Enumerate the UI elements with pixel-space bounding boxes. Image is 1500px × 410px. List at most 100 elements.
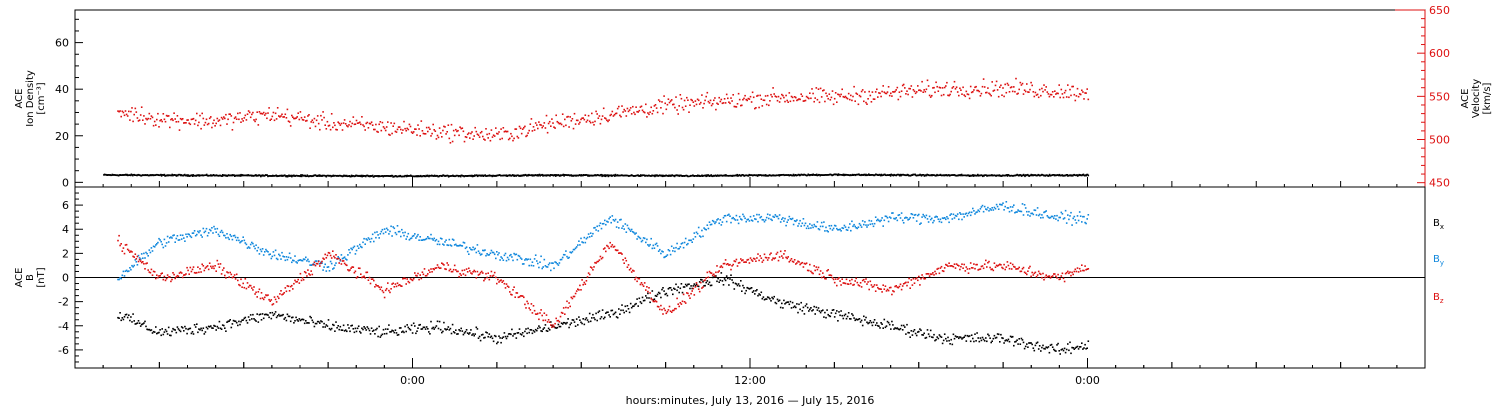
data-point — [417, 124, 419, 126]
data-point — [750, 287, 753, 289]
data-point — [756, 257, 758, 259]
data-point — [942, 339, 945, 342]
data-point — [201, 263, 203, 266]
data-point — [996, 89, 999, 91]
data-point — [598, 259, 601, 261]
data-point — [447, 244, 450, 247]
data-point — [228, 238, 230, 241]
data-point — [674, 250, 676, 253]
data-point — [913, 329, 916, 331]
data-point — [1022, 214, 1025, 216]
data-point — [608, 314, 610, 316]
data-point — [690, 239, 692, 242]
data-point — [958, 94, 960, 97]
data-point — [281, 251, 283, 254]
data-point — [1032, 347, 1035, 349]
data-point — [828, 315, 831, 317]
data-point — [898, 174, 901, 177]
data-point — [181, 234, 184, 237]
data-point — [966, 214, 969, 217]
data-point — [948, 221, 950, 224]
data-point — [914, 332, 917, 335]
data-point — [446, 328, 448, 330]
data-point — [524, 125, 526, 128]
data-point — [622, 259, 624, 261]
data-point — [156, 118, 158, 121]
data-point — [791, 301, 794, 304]
data-point — [1058, 84, 1060, 86]
data-point — [334, 264, 336, 267]
data-point — [854, 100, 856, 102]
data-point — [519, 333, 522, 335]
data-point — [892, 174, 895, 177]
data-point — [311, 264, 314, 266]
data-point — [483, 337, 485, 339]
data-point — [604, 219, 606, 222]
data-point — [748, 262, 751, 264]
data-point — [1033, 209, 1036, 211]
data-point — [947, 336, 949, 339]
data-point — [249, 116, 252, 119]
data-point — [648, 245, 650, 247]
data-point — [338, 122, 340, 125]
data-point — [669, 253, 672, 256]
data-point — [407, 326, 410, 329]
data-point — [909, 216, 911, 219]
data-point — [314, 125, 317, 128]
data-point — [342, 122, 345, 124]
data-point — [359, 267, 361, 270]
data-point — [427, 236, 429, 238]
data-point — [769, 298, 771, 300]
data-point — [306, 275, 308, 277]
data-point — [601, 223, 604, 225]
data-point — [625, 231, 628, 233]
data-point — [284, 113, 287, 116]
series-Bz — [117, 234, 1090, 328]
data-point — [514, 296, 516, 298]
data-point — [239, 284, 241, 287]
data-point — [280, 314, 282, 317]
data-point — [199, 268, 201, 270]
data-point — [983, 86, 986, 88]
data-point — [1050, 343, 1053, 346]
data-point — [1051, 346, 1054, 348]
data-point — [278, 297, 280, 300]
data-point — [880, 322, 882, 324]
data-point — [922, 174, 925, 176]
data-point — [798, 98, 800, 100]
data-point — [656, 305, 659, 308]
data-point — [307, 115, 309, 117]
data-point — [641, 296, 644, 299]
data-point — [480, 130, 483, 133]
data-point — [922, 334, 924, 336]
data-point — [133, 256, 135, 258]
data-point — [198, 328, 200, 330]
data-point — [588, 312, 591, 315]
data-point — [521, 332, 524, 334]
data-point — [911, 96, 914, 98]
data-point — [886, 91, 889, 93]
data-point — [373, 128, 375, 131]
data-point — [435, 238, 438, 241]
data-point — [897, 328, 900, 330]
data-point — [615, 249, 618, 252]
data-point — [860, 319, 863, 322]
data-point — [889, 174, 891, 176]
data-point — [330, 327, 333, 330]
y-tick-label: 4 — [62, 223, 69, 236]
data-point — [340, 254, 343, 256]
data-point — [519, 127, 522, 130]
data-point — [772, 297, 774, 300]
data-point — [232, 319, 235, 322]
data-point — [637, 111, 639, 113]
data-point — [571, 297, 574, 300]
data-point — [910, 330, 913, 332]
data-point — [968, 335, 971, 337]
data-point — [905, 216, 907, 219]
data-point — [315, 260, 318, 262]
data-point — [716, 219, 718, 221]
data-point — [652, 300, 655, 303]
data-point — [812, 226, 814, 229]
data-point — [153, 246, 156, 248]
data-point — [306, 260, 308, 262]
